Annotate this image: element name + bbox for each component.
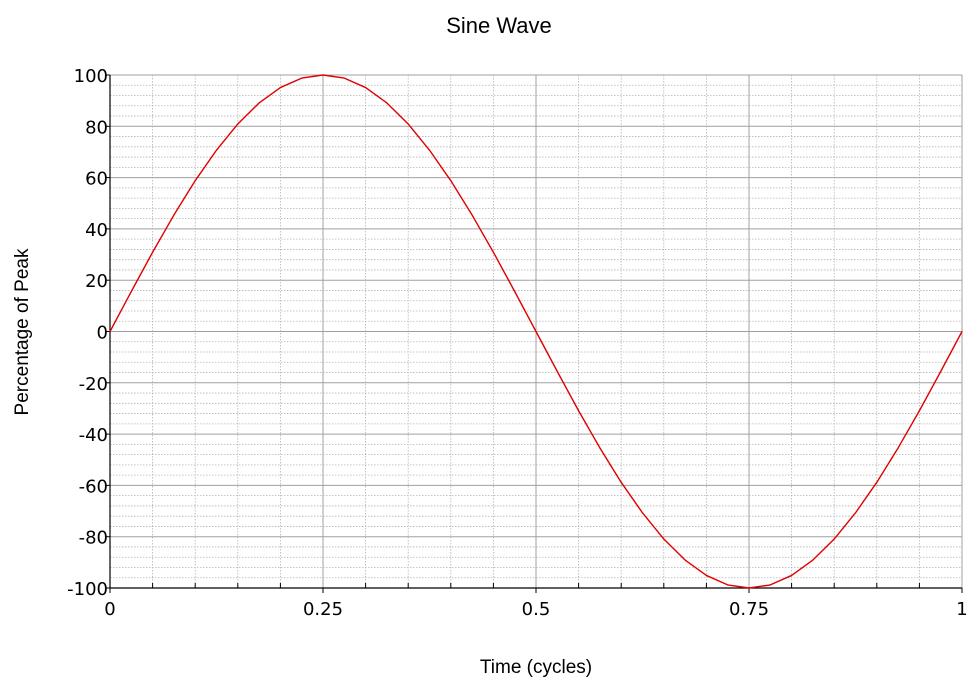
y-tick-label: 20 bbox=[85, 271, 108, 292]
data-point bbox=[854, 512, 857, 514]
x-tick-label: 0.25 bbox=[303, 599, 343, 620]
data-point bbox=[492, 251, 494, 253]
data-point bbox=[173, 214, 175, 216]
data-point bbox=[322, 74, 324, 76]
data-point bbox=[109, 330, 111, 333]
x-axis-ticks: 0 0.25 0.5 0.75 1 bbox=[104, 583, 966, 620]
y-axis-title: Percentage of Peak bbox=[12, 248, 33, 415]
x-axis-title: Time (cycles) bbox=[480, 657, 592, 678]
data-point bbox=[918, 410, 921, 412]
data-point bbox=[556, 370, 558, 373]
y-tick-label: -60 bbox=[79, 476, 108, 497]
data-point bbox=[833, 538, 835, 540]
y-tick-label: 80 bbox=[85, 117, 108, 138]
data-point bbox=[450, 180, 452, 182]
data-point bbox=[684, 559, 686, 561]
data-point bbox=[897, 447, 899, 449]
data-point bbox=[428, 149, 431, 151]
data-point bbox=[641, 512, 644, 514]
y-tick-label: 60 bbox=[85, 169, 108, 190]
data-point bbox=[876, 481, 878, 483]
y-tick-label: 100 bbox=[74, 66, 108, 87]
data-point bbox=[237, 123, 239, 125]
y-axis-ticks: 100 80 60 40 20 0 -20 -40 -60 -80 -100 bbox=[67, 66, 110, 600]
y-tick-label: 0 bbox=[97, 323, 108, 344]
x-tick-label: 0.75 bbox=[729, 599, 769, 620]
data-point bbox=[386, 102, 388, 104]
data-point bbox=[769, 584, 771, 586]
series-layer bbox=[109, 74, 963, 589]
data-point bbox=[215, 149, 218, 151]
y-tick-label: -100 bbox=[67, 579, 108, 600]
x-tick-label: 0 bbox=[104, 599, 115, 620]
data-point bbox=[599, 447, 601, 449]
data-point bbox=[514, 290, 516, 293]
data-point bbox=[748, 587, 750, 589]
data-point bbox=[407, 123, 409, 125]
x-tick-label: 0.5 bbox=[522, 599, 551, 620]
data-point bbox=[343, 77, 345, 79]
x-tick-label: 1 bbox=[956, 599, 966, 620]
data-point bbox=[152, 251, 154, 253]
data-point bbox=[258, 102, 260, 104]
data-point bbox=[940, 370, 942, 373]
data-point bbox=[301, 77, 303, 79]
data-point bbox=[130, 290, 132, 293]
data-point bbox=[194, 180, 196, 182]
data-point bbox=[365, 86, 367, 89]
data-point bbox=[727, 584, 729, 586]
data-point bbox=[471, 214, 473, 216]
data-point bbox=[535, 330, 537, 333]
data-point bbox=[961, 330, 963, 333]
y-tick-label: -80 bbox=[79, 528, 108, 549]
y-tick-label: -20 bbox=[79, 374, 108, 395]
y-tick-label: -40 bbox=[79, 425, 108, 446]
data-point bbox=[620, 481, 622, 483]
y-tick-label: 40 bbox=[85, 220, 108, 241]
data-point bbox=[705, 574, 708, 577]
data-point bbox=[279, 86, 281, 89]
data-point bbox=[812, 559, 814, 561]
data-point bbox=[663, 538, 665, 540]
data-point bbox=[791, 574, 793, 577]
data-point bbox=[578, 410, 580, 412]
chart-title: Sine Wave bbox=[446, 13, 552, 38]
